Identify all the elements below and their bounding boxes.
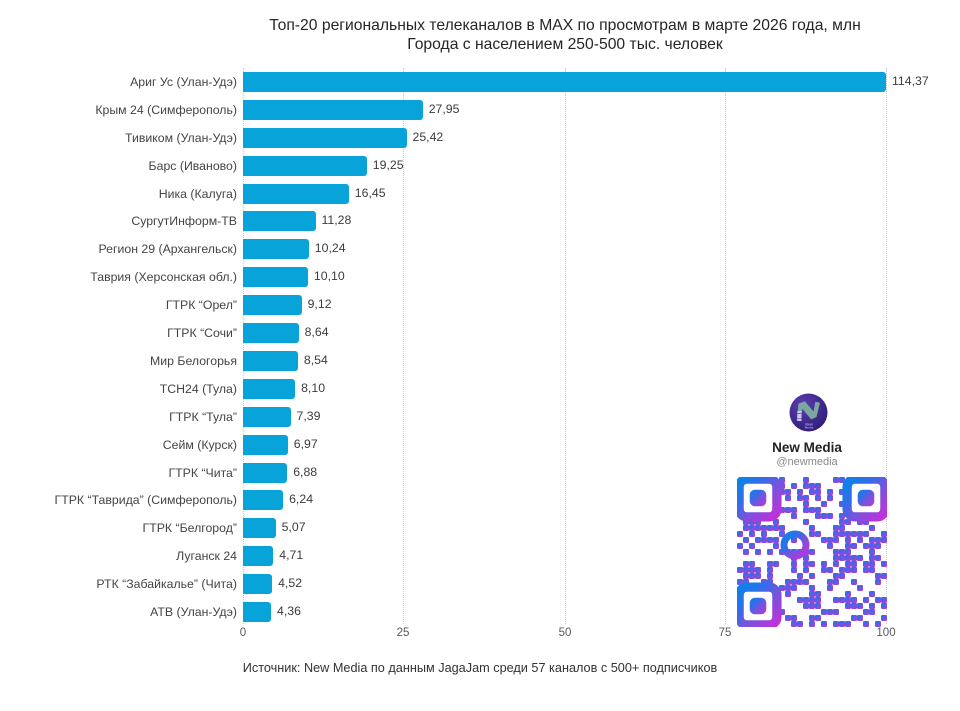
svg-text:Media: Media (805, 426, 814, 430)
